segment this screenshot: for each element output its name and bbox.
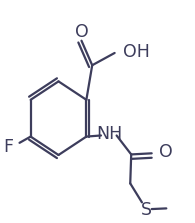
Text: NH: NH (96, 125, 122, 143)
Text: OH: OH (123, 43, 150, 61)
Text: S: S (141, 201, 152, 219)
Text: F: F (4, 138, 14, 156)
Text: O: O (75, 23, 88, 41)
Text: O: O (159, 143, 172, 161)
